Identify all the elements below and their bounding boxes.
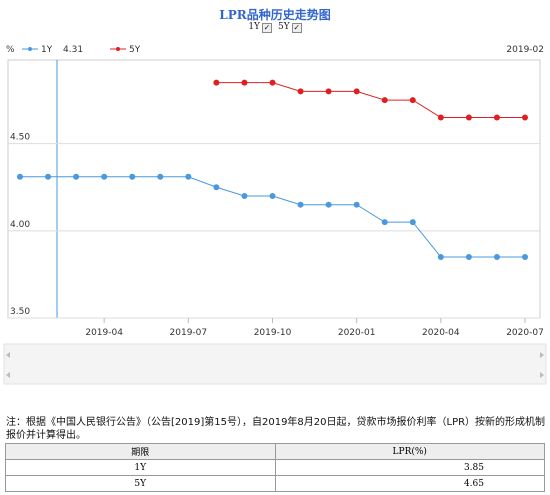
table-row: 1Y 3.85 bbox=[5, 459, 545, 476]
header-cell: 期限 bbox=[5, 443, 276, 460]
data-point bbox=[241, 79, 248, 86]
data-point bbox=[129, 173, 136, 180]
toggle-label: 5Y bbox=[278, 22, 290, 32]
data-point bbox=[325, 88, 332, 95]
data-point bbox=[297, 201, 304, 208]
data-point bbox=[437, 253, 444, 260]
series-line bbox=[20, 176, 525, 258]
data-point bbox=[437, 114, 444, 121]
toggle-label: 1Y bbox=[248, 22, 260, 32]
page-title: LPR品种历史走势图 bbox=[219, 8, 331, 22]
data-point bbox=[241, 192, 248, 199]
checkbox[interactable]: ✓ bbox=[291, 23, 302, 33]
table-header: 期限 LPR(%) bbox=[5, 443, 545, 460]
data-point bbox=[269, 192, 276, 199]
data-point bbox=[297, 88, 304, 95]
header-cell: LPR(%) bbox=[274, 443, 545, 460]
lpr-table: 期限 LPR(%) 1Y 3.85 5Y 4.65 bbox=[5, 443, 545, 492]
data-point bbox=[17, 173, 23, 180]
navigator[interactable] bbox=[3, 343, 547, 385]
series-line bbox=[216, 82, 525, 119]
x-tick-label: 2020-01 bbox=[338, 328, 376, 338]
nav-right-arrow[interactable] bbox=[540, 352, 544, 358]
data-point bbox=[45, 173, 52, 180]
data-point bbox=[353, 88, 360, 95]
cell: 1Y bbox=[5, 459, 276, 476]
note: 注：根据《中国人民银行公告》（公告[2019]第15号），自2019年8月20日… bbox=[6, 417, 546, 441]
series-toggle[interactable]: 5Y ✓ bbox=[278, 22, 302, 33]
nav-left-arrow[interactable] bbox=[6, 372, 10, 378]
hover-value: 4.31 bbox=[63, 45, 83, 55]
table-row: 5Y 4.65 bbox=[5, 475, 545, 492]
data-point bbox=[101, 173, 108, 180]
legend-marker bbox=[116, 47, 120, 51]
plot-frame bbox=[7, 59, 541, 319]
nav-left-arrow[interactable] bbox=[6, 352, 10, 358]
data-point bbox=[353, 201, 360, 208]
x-tick-label: 2020-07 bbox=[506, 328, 544, 338]
data-point bbox=[522, 114, 528, 121]
data-point bbox=[185, 173, 192, 180]
series-toggle[interactable]: 1Y ✓ bbox=[248, 22, 272, 33]
chart: % 2019-02 4.31 3.50 4.00 4.50 2019-04 2019-0… bbox=[3, 45, 547, 385]
y-tick-label: 4.50 bbox=[10, 133, 30, 143]
checkbox[interactable]: ✓ bbox=[262, 23, 272, 33]
data-point bbox=[73, 173, 80, 180]
legend-label: 5Y bbox=[129, 45, 141, 55]
data-point bbox=[325, 201, 332, 208]
data-point bbox=[465, 114, 472, 121]
data-point bbox=[269, 79, 276, 86]
data-point bbox=[409, 97, 416, 104]
x-tick-label: 2019-07 bbox=[170, 328, 208, 338]
data-point bbox=[381, 97, 388, 104]
legend-marker bbox=[28, 47, 32, 51]
y-tick-label: 4.00 bbox=[10, 220, 30, 230]
series-toggles: 1Y ✓ 5Y ✓ bbox=[0, 22, 550, 33]
cell: 4.65 bbox=[274, 475, 545, 492]
x-tick-label: 2020-04 bbox=[422, 328, 460, 338]
legend-label: 1Y bbox=[41, 45, 53, 55]
x-tick-label: 2019-10 bbox=[254, 328, 292, 338]
data-point bbox=[522, 253, 528, 260]
cell: 3.85 bbox=[274, 459, 545, 476]
data-point bbox=[157, 173, 164, 180]
data-point bbox=[493, 114, 500, 121]
data-point bbox=[213, 184, 220, 191]
data-point bbox=[213, 79, 220, 86]
nav-right-arrow[interactable] bbox=[540, 372, 544, 378]
data-point bbox=[409, 219, 416, 226]
data-point bbox=[381, 219, 388, 226]
data-point bbox=[493, 253, 500, 260]
hover-date: 2019-02 bbox=[506, 45, 544, 55]
x-tick-label: 2019-04 bbox=[85, 328, 123, 338]
cell: 5Y bbox=[5, 475, 276, 492]
data-point bbox=[465, 253, 472, 260]
y-unit: % bbox=[6, 45, 15, 55]
y-tick-label: 3.50 bbox=[10, 307, 30, 317]
